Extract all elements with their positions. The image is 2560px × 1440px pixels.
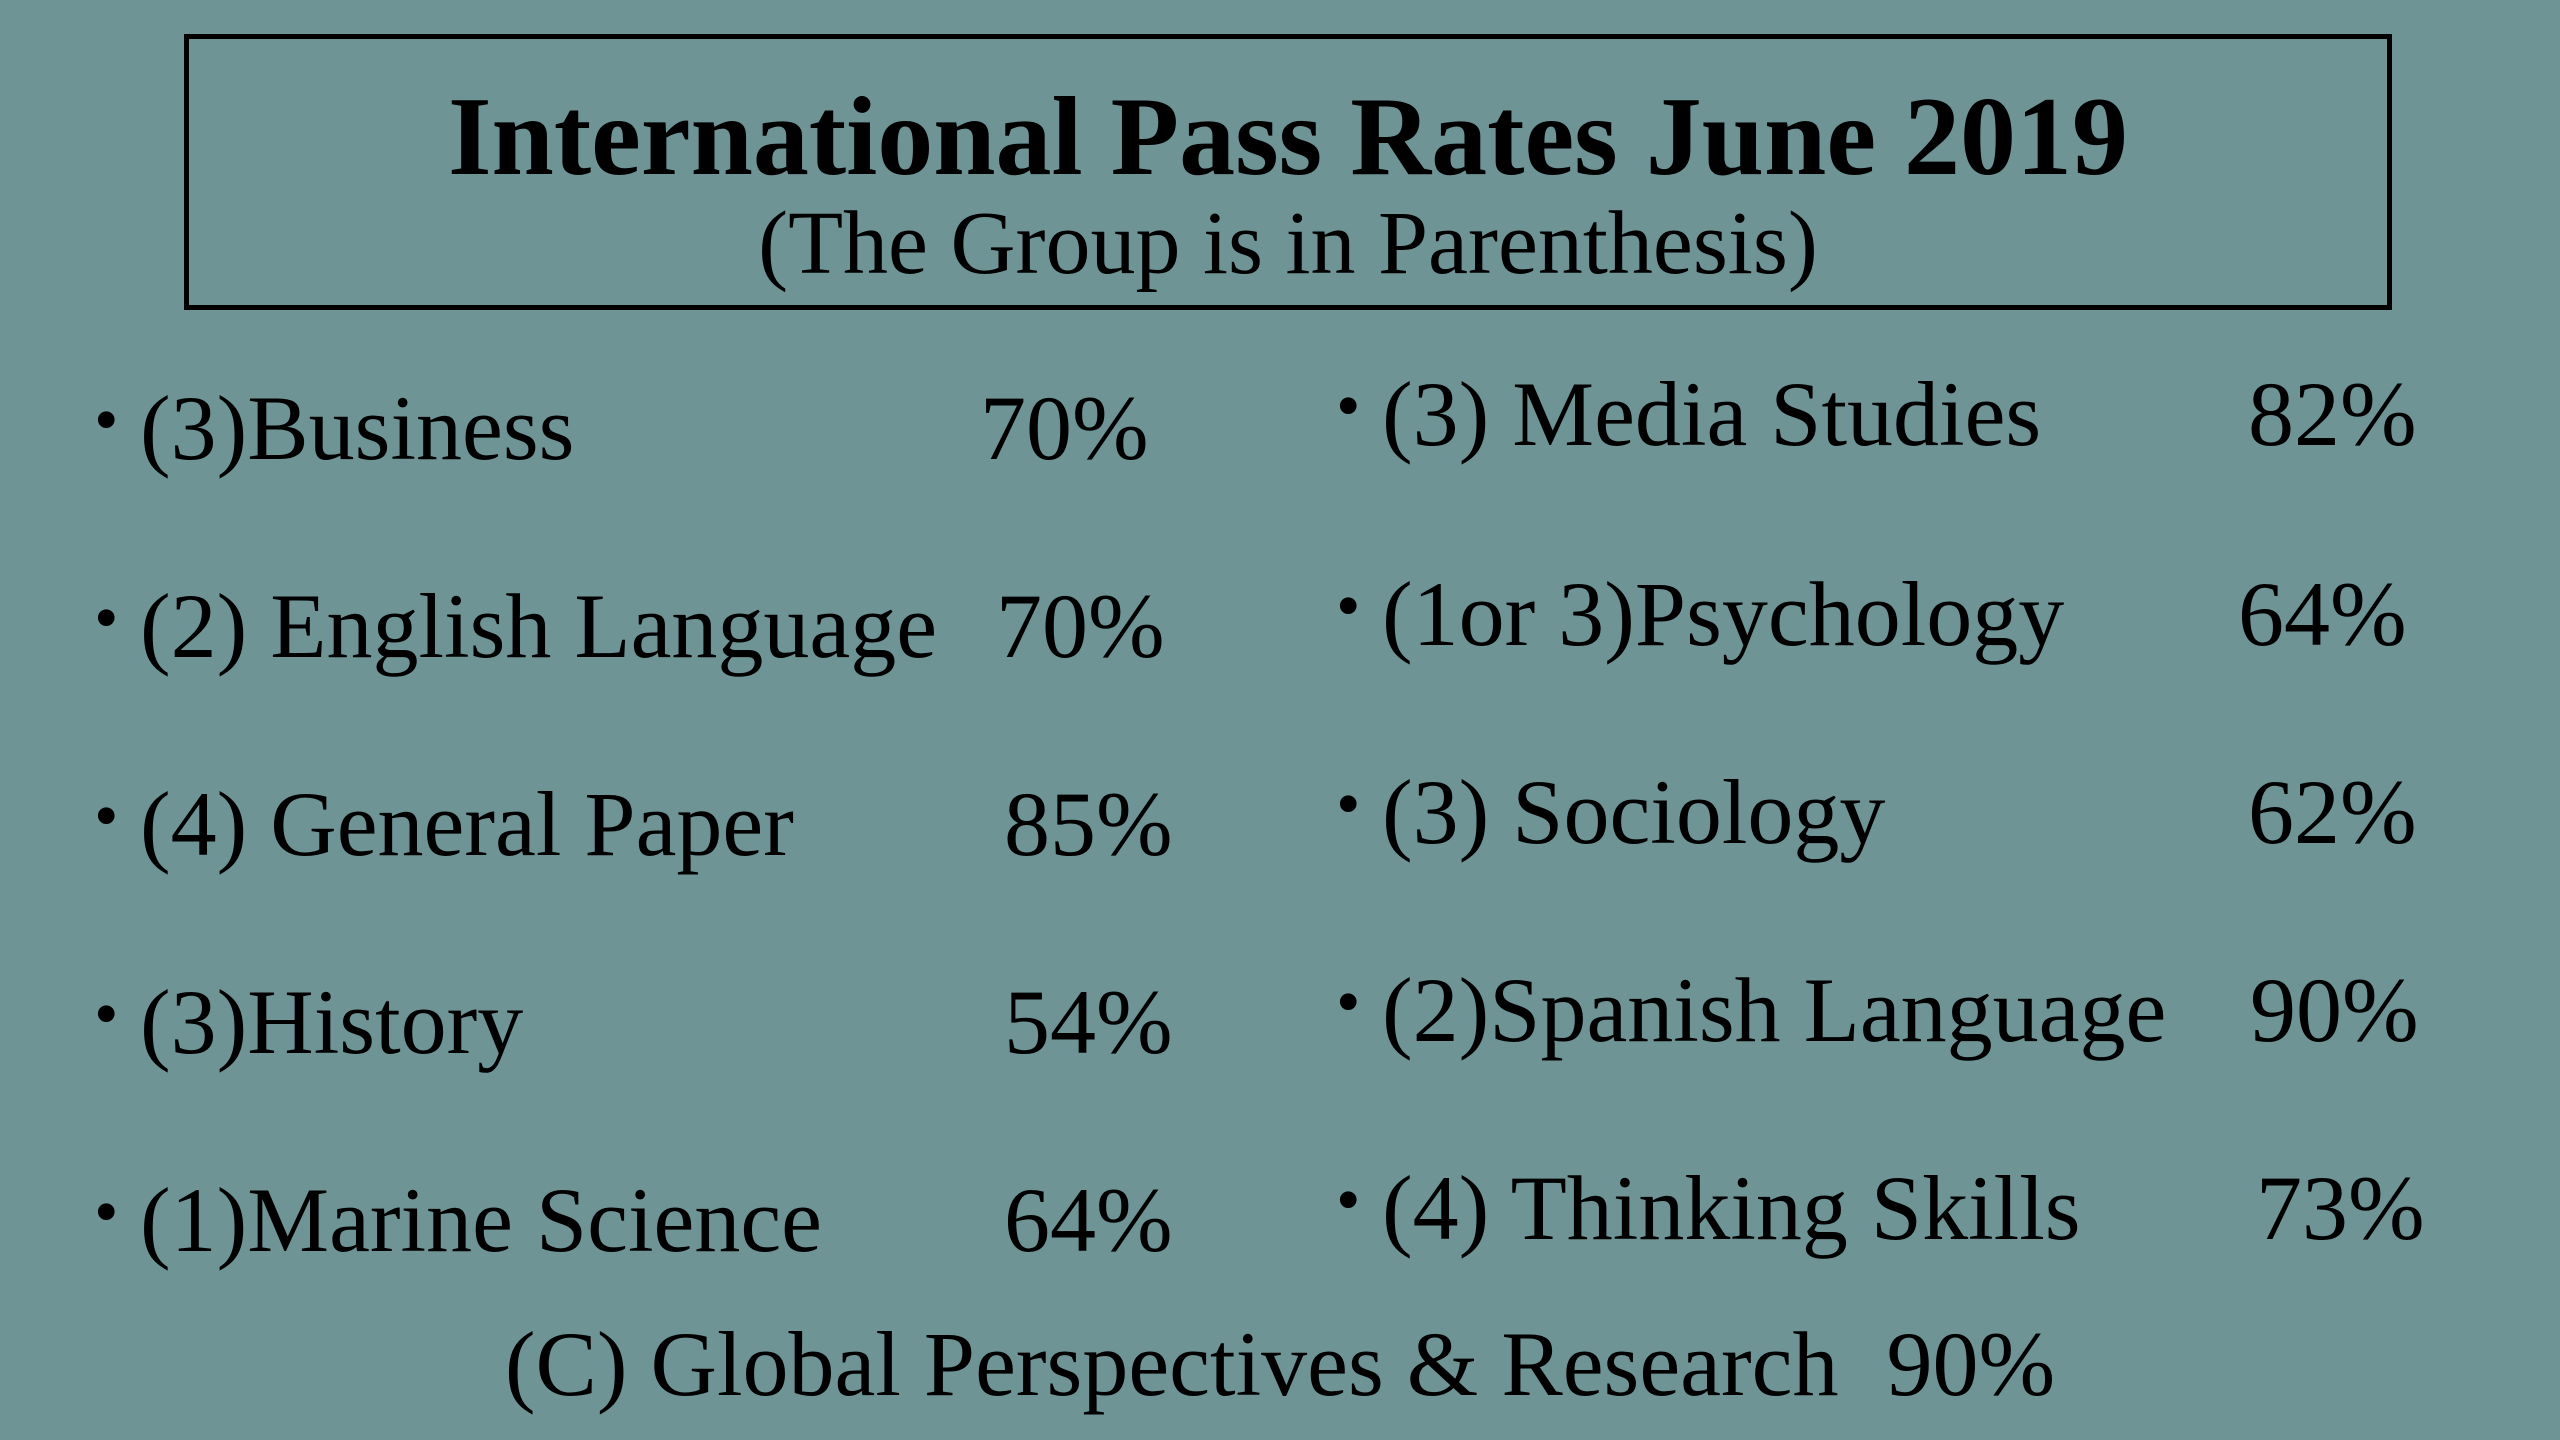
pass-rate: 73% [2256,1157,2425,1259]
subject-label: (4) Thinking Skills [1382,1157,2081,1259]
pass-rate: 85% [1004,773,1173,875]
bullet-icon: • [94,1174,119,1251]
slide-title: International Pass Rates June 2019 [447,75,2129,199]
subject-label: (2) English Language [140,575,938,677]
bullet-icon: • [1336,964,1361,1041]
bullet-icon: • [94,778,119,855]
pass-rate: 70% [980,377,1149,479]
subject-label: (3) Sociology [1382,761,1886,863]
pass-rate: 54% [1004,971,1173,1073]
pass-rate: 82% [2248,363,2417,465]
pass-rate: 64% [1004,1169,1173,1271]
bullet-icon: • [1336,568,1361,645]
bullet-icon: • [1336,766,1361,843]
bullet-icon: • [1336,1162,1361,1239]
bullet-icon: • [94,580,119,657]
footer-subject-label: (C) Global Perspectives & Research [504,1313,1839,1415]
slide-subtitle: (The Group is in Parenthesis) [758,194,1818,293]
subject-label: (1or 3)Psychology [1382,563,2065,665]
pass-rate: 64% [2238,563,2407,665]
pass-rate: 90% [2250,959,2419,1061]
title-box: International Pass Rates June 2019 (The … [184,34,2392,310]
bullet-icon: • [1336,368,1361,445]
subject-label: (4) General Paper [140,773,794,875]
subject-label: (2)Spanish Language [1382,959,2167,1061]
bullet-icon: • [94,976,119,1053]
subject-label: (1)Marine Science [140,1169,823,1271]
subject-label: (3)History [140,971,524,1073]
footer-pass-rate: 90% [1886,1313,2056,1415]
pass-rate: 70% [996,575,1165,677]
pass-rate: 62% [2248,761,2417,863]
subject-label: (3) Media Studies [1382,363,2042,465]
footer-line: (C) Global Perspectives & Research 90% [0,1318,2560,1410]
subject-label: (3)Business [140,377,575,479]
bullet-icon: • [94,382,119,459]
